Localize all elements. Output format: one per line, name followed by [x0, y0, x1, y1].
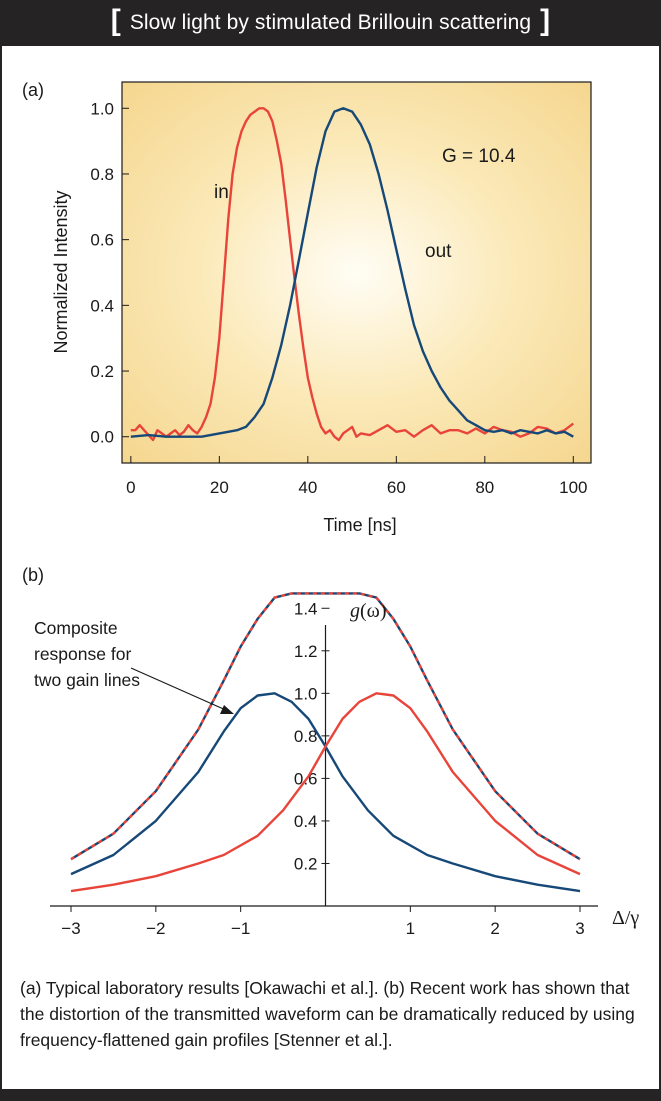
plot-a-xtick-label: 80 [475, 478, 494, 497]
plot-b-xlabel: Δ/γ [612, 907, 639, 929]
plot-b-xtick-label: 3 [575, 919, 584, 938]
figure-title-bar: [ Slow light by stimulated Brillouin sca… [0, 0, 661, 46]
series-label-in: in [214, 182, 229, 203]
plot-a-xtick-label: 100 [559, 478, 587, 497]
composite-label-line-1: Composite [34, 618, 118, 638]
plot-a-ytick-label: 1.0 [90, 99, 114, 118]
series-label-out: out [425, 241, 452, 262]
composite-label-line-3: two gain lines [34, 670, 140, 690]
figure-panel [0, 46, 661, 1089]
figure-caption: (a) Typical laboratory results [Okawachi… [20, 978, 635, 1050]
plot-a-ytick-label: 0.6 [90, 231, 114, 250]
panel-a-label: (a) [22, 80, 44, 100]
plot-b-xtick-label: −1 [231, 919, 250, 938]
plot-a-ylabel: Normalized Intensity [51, 190, 71, 353]
plot-a-ytick-label: 0.0 [90, 428, 114, 447]
plot-b-xtick-label: −2 [146, 919, 165, 938]
panel-b-label: (b) [22, 565, 44, 585]
plot-b-ytick-label: 0.4 [294, 812, 318, 831]
figure-title: Slow light by stimulated Brillouin scatt… [129, 11, 532, 34]
plot-a-ytick-label: 0.2 [90, 362, 114, 381]
plot-b-ytick-label: 1.0 [294, 684, 318, 703]
plot-b-ytick-label: 0.2 [294, 854, 318, 873]
series-line-out [130, 107, 574, 438]
plot-a-xtick-label: 40 [298, 478, 317, 497]
composite-label-line-2: response for [34, 644, 131, 664]
title-open-bracket: [ [110, 4, 121, 37]
plot-b-ylabel: g(ω) [350, 600, 386, 622]
bottom-rule [0, 1089, 661, 1101]
composite-arrow [130, 667, 234, 714]
annotation-gain: G = 10.4 [442, 146, 516, 167]
plot-a-xtick-label: 0 [126, 478, 135, 497]
plot-b-xtick-label: 1 [406, 919, 415, 938]
plot-a-ytick-label: 0.8 [90, 165, 114, 184]
plot-a-background [121, 81, 592, 464]
plot-b-xtick-label: 2 [490, 919, 499, 938]
plot-a-xtick-label: 20 [210, 478, 229, 497]
series-line-gain-line-left [70, 692, 581, 893]
plot-b-ytick-label: 1.4 [294, 599, 318, 618]
series-line-in [130, 107, 575, 442]
title-close-bracket: ] [540, 4, 551, 37]
plot-a-ytick-label: 0.4 [90, 296, 114, 315]
plot-b-ytick-label: 0.8 [294, 727, 318, 746]
plot-a-xtick-label: 60 [387, 478, 406, 497]
series-dash-composite [70, 592, 581, 861]
plot-b-ytick-label: 1.2 [294, 642, 318, 661]
plot-a-xlabel: Time [ns] [323, 515, 396, 535]
plot-b-xtick-label: −3 [61, 919, 80, 938]
series-line-gain-line-right [70, 692, 581, 893]
